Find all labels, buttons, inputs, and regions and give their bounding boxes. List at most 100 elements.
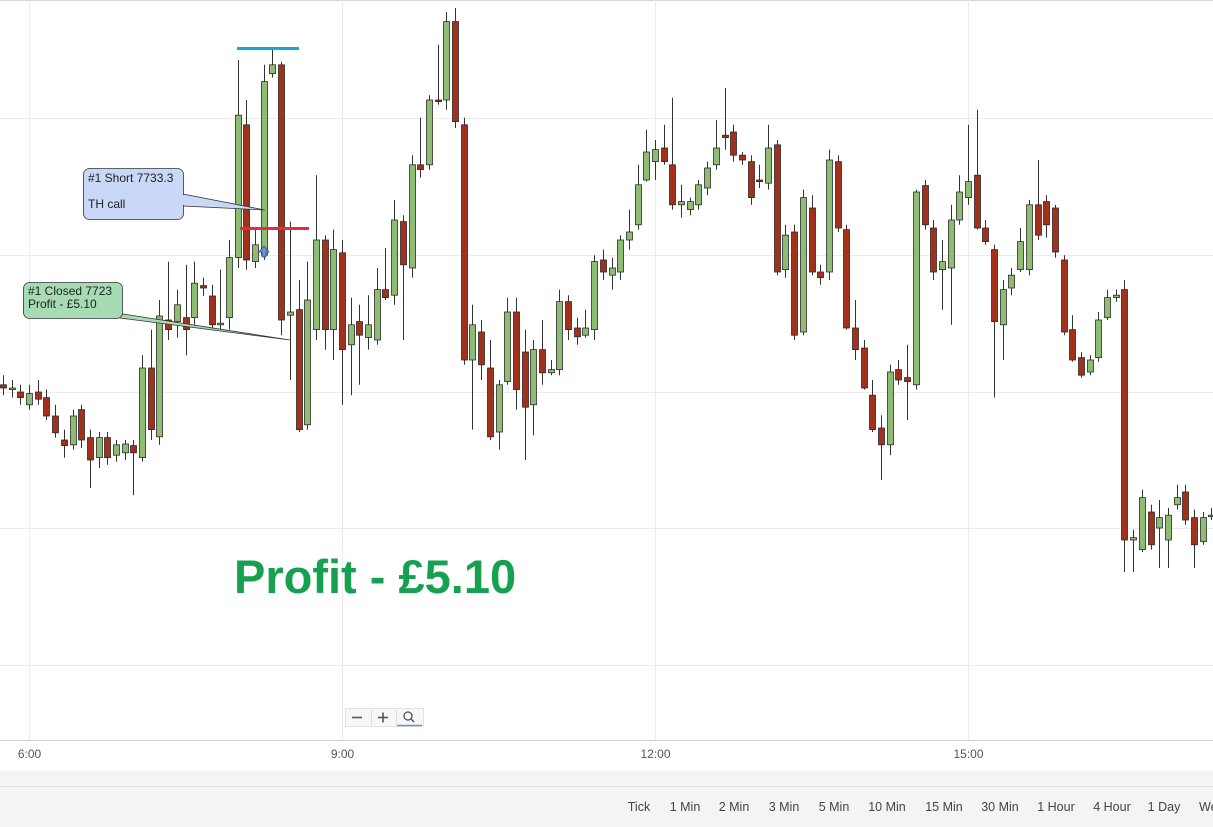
candle-body [52,415,59,434]
x-tick-label: 6:00 [18,747,42,761]
profit-headline: Profit - £5.10 [234,550,516,603]
candle-body [278,64,285,321]
callout-text: TH call [88,197,125,211]
candle-body [835,161,842,229]
candle-body [1095,319,1102,358]
candle-body [530,349,537,406]
candle-body [43,397,50,417]
candle-body [1104,297,1111,319]
x-tick-label: 9:00 [331,747,355,761]
timeframe-button[interactable]: 5 Min [819,800,850,814]
timeframe-button[interactable]: Tick [628,800,651,814]
candle-body [626,231,633,241]
candle-body [1121,289,1128,541]
timeframe-button[interactable]: 1 Hour [1037,800,1075,814]
candle-body [1017,241,1024,271]
candle-body [1043,201,1050,226]
candle-body [469,324,476,361]
candle-body [1208,514,1213,518]
candle-body [956,191,963,221]
candle-body [739,154,746,161]
candle-body [322,239,329,330]
candle-body [565,301,572,331]
candle-body [574,327,581,338]
candle-body [452,21,459,123]
candle-body [130,445,137,454]
zoom-controls [345,708,424,727]
zoom-reset-button[interactable] [397,711,422,727]
candle-body [0,384,7,389]
timeframe-button[interactable]: 1 Day [1148,800,1181,814]
candle-body [296,309,303,431]
candle-body [96,437,103,459]
candle-body [809,207,816,273]
timeframe-button[interactable]: 3 Min [769,800,800,814]
candle-body [269,64,276,75]
candle-body [695,184,702,206]
timeframe-button[interactable]: 30 Min [981,800,1019,814]
candle-body [756,179,763,182]
candle-body [1087,359,1094,373]
candle-body [774,144,781,273]
candle-body [104,437,111,459]
candle-body [800,197,807,333]
candle-body [895,369,902,381]
horizontal-grid [0,118,1213,666]
candle-body [504,311,511,382]
candle-body [1052,207,1059,253]
candle-body [1139,497,1146,551]
candle-body [1130,537,1137,541]
candle-body [1191,517,1198,546]
candle-body [669,164,676,206]
candle-body [1156,517,1163,529]
timeframe-button[interactable]: 10 Min [868,800,906,814]
timeframe-button[interactable]: 15 Min [925,800,963,814]
candle-body [852,327,859,351]
candle-body [1148,511,1155,546]
candle-body [200,285,207,289]
candle-body [226,257,233,319]
candle-body [678,201,685,206]
candle-body [1026,204,1033,271]
candle-body [435,99,442,102]
candle-body [409,164,416,269]
candle-body [382,289,389,299]
candle-body [374,289,381,341]
zoom-reset-icon [403,711,413,721]
candle-body [965,181,972,199]
candle-body [113,444,120,456]
candle-body [35,391,42,400]
timeframe-button[interactable]: 2 Min [719,800,750,814]
candle-body [217,322,224,326]
candle-body [443,21,450,101]
timeframe-toolbar: Tick 1 Min 2 Min 3 Min 5 Min 10 Min 15 Min 30 M… [628,800,1213,814]
candle-body [235,114,242,258]
timeframe-button[interactable]: 4 Hour [1093,800,1131,814]
timeframe-button[interactable]: 1 Min [670,800,701,814]
candle-body [17,391,24,398]
candle-body [1174,497,1181,506]
candle-body [765,147,772,184]
candle-body [904,377,911,383]
zoom-in-button[interactable] [378,712,388,723]
toolbar-background [0,771,1213,827]
callout-box [83,168,184,220]
candle-body [591,261,598,331]
timeframe-button[interactable]: We [1199,800,1213,814]
candle-body [861,347,868,389]
candle-body [513,311,520,390]
candle-body [930,227,937,273]
candle-body [600,259,607,273]
candle-body [982,227,989,242]
candle-body [1061,259,1068,333]
candle-body [70,415,77,446]
callout-text: #1 Short 7733.3 [88,171,174,185]
candle-body [869,394,876,431]
candle-body [122,443,129,454]
candle-body [922,185,929,226]
x-tick-label: 12:00 [640,747,670,761]
candle-body [939,261,946,271]
candle-body [365,324,372,338]
zoom-reset-icon [410,718,415,723]
